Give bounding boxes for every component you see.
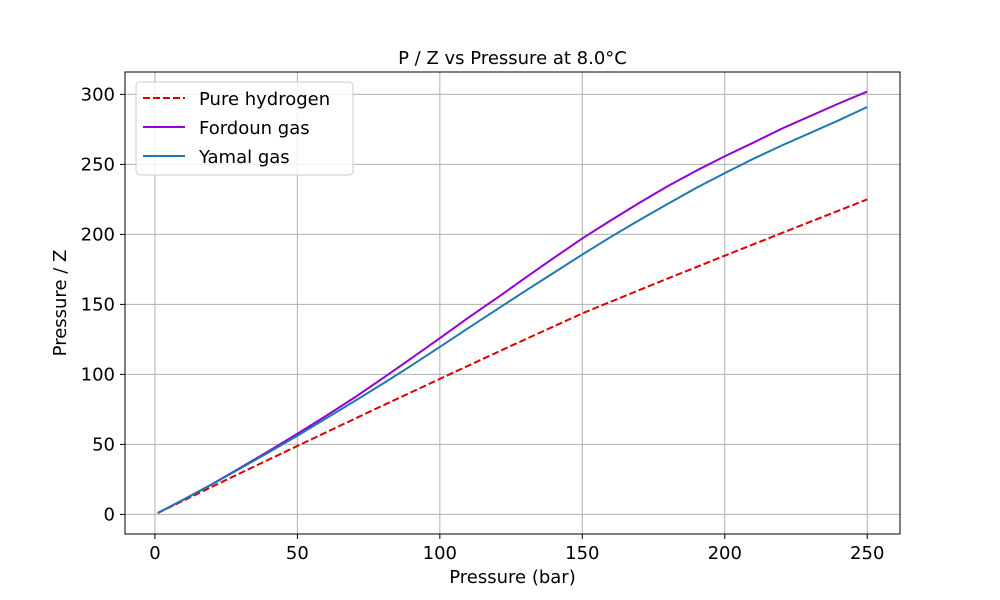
x-tick-label: 0 xyxy=(149,543,160,564)
y-tick-label: 250 xyxy=(81,154,115,175)
legend-label-1: Fordoun gas xyxy=(199,118,310,139)
series-line-0 xyxy=(157,198,868,514)
y-axis-ticks: 0 50 100 150 200 250 300 xyxy=(81,84,125,525)
series-line-2 xyxy=(157,106,868,514)
legend-label-2: Yamal gas xyxy=(198,147,290,168)
series-line-1 xyxy=(157,90,868,514)
x-axis-label: Pressure (bar) xyxy=(449,567,575,588)
chart-title: P / Z vs Pressure at 8.0°C xyxy=(398,48,627,69)
x-tick-label: 150 xyxy=(565,543,599,564)
series-group xyxy=(157,90,868,514)
x-tick-label: 250 xyxy=(850,543,884,564)
legend: Pure hydrogen Fordoun gas Yamal gas xyxy=(135,81,354,176)
y-tick-label: 50 xyxy=(92,434,115,455)
y-tick-label: 200 xyxy=(81,224,115,245)
plot-frame xyxy=(124,71,901,535)
x-tick-label: 100 xyxy=(423,543,457,564)
y-tick-label: 0 xyxy=(104,504,115,525)
y-tick-label: 100 xyxy=(81,364,115,385)
x-tick-label: 200 xyxy=(708,543,742,564)
y-axis-label: Pressure / Z xyxy=(50,250,71,357)
y-tick-label: 300 xyxy=(81,84,115,105)
y-tick-label: 150 xyxy=(81,294,115,315)
legend-label-0: Pure hydrogen xyxy=(199,89,330,110)
x-axis-ticks: 0 50 100 150 200 250 xyxy=(149,534,884,564)
legend-box xyxy=(135,81,354,176)
x-tick-label: 50 xyxy=(286,543,309,564)
